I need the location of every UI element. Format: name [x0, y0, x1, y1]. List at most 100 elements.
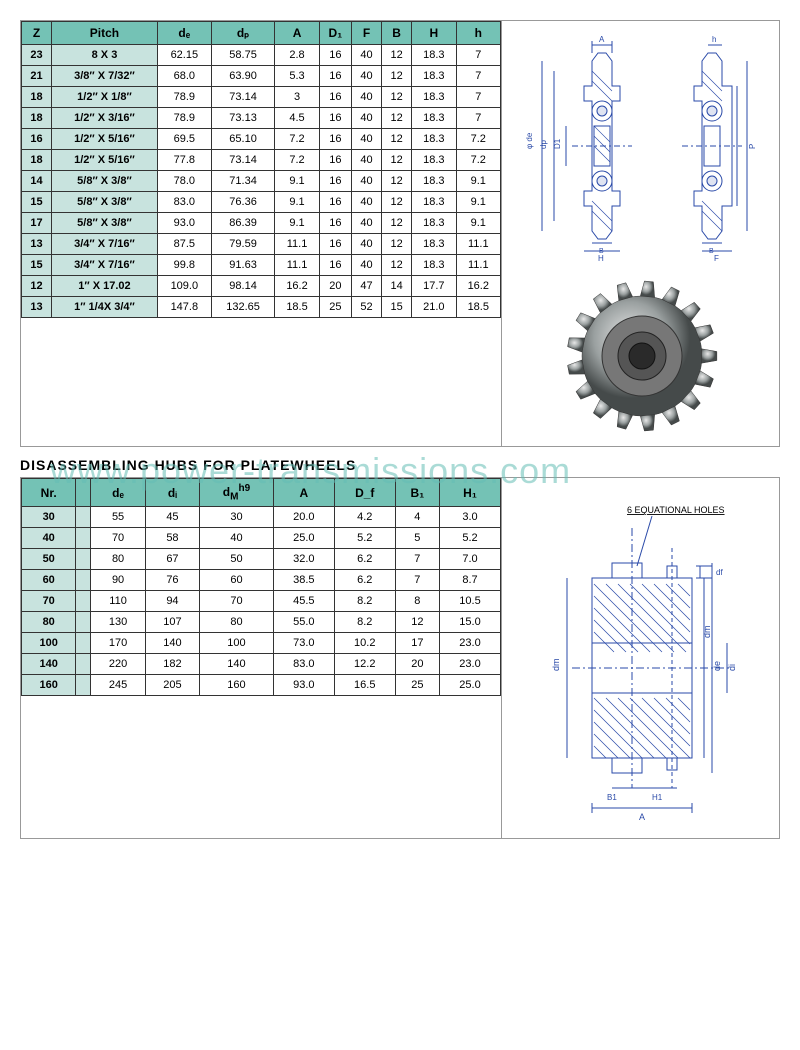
- table-row: 4070584025.05.255.2: [22, 528, 501, 549]
- cell: [76, 570, 91, 591]
- cell: 15: [382, 297, 412, 318]
- cell: 23.0: [439, 654, 500, 675]
- svg-text:H: H: [598, 254, 604, 261]
- cell: 14: [382, 276, 412, 297]
- cell: 1/2″ X 1/8″: [52, 87, 158, 108]
- col-header: dMh9: [200, 479, 274, 507]
- table-row: 801301078055.08.21215.0: [22, 612, 501, 633]
- cell: 70: [91, 528, 145, 549]
- cell: 23.0: [439, 633, 500, 654]
- cell: 4.5: [275, 108, 319, 129]
- cell: 18.3: [412, 87, 456, 108]
- col-header: Pitch: [52, 22, 158, 45]
- cell: 4.2: [334, 507, 395, 528]
- cell: 17: [395, 633, 439, 654]
- cell: 83.0: [273, 654, 334, 675]
- table2: Nr.dₑdᵢdMh9AD_fB₁H₁ 3055453020.04.243.04…: [21, 478, 501, 696]
- cell: 80: [200, 612, 274, 633]
- cell: [76, 591, 91, 612]
- cell: 78.0: [157, 171, 211, 192]
- sprocket-cross-section-diagram: A φ de dp D1 H B: [512, 31, 772, 261]
- col-header: B₁: [395, 479, 439, 507]
- cell: 9.1: [275, 171, 319, 192]
- cell: 68.0: [157, 66, 211, 87]
- cell: 83.0: [157, 192, 211, 213]
- cell: 2.8: [275, 45, 319, 66]
- cell: 94: [145, 591, 199, 612]
- cell: 9.1: [275, 213, 319, 234]
- cell: 52: [351, 297, 381, 318]
- cell: 18.3: [412, 45, 456, 66]
- cell: 7.0: [439, 549, 500, 570]
- cell: 140: [22, 654, 76, 675]
- hub-cross-section-diagram: 6 EQUATIONAL HOLES: [512, 488, 772, 828]
- table-row: 153/4″ X 7/16″99.891.6311.116401218.311.…: [22, 255, 501, 276]
- cell: 132.65: [211, 297, 275, 318]
- cell: 16.5: [334, 675, 395, 696]
- cell: 40: [351, 45, 381, 66]
- cell: 3/4″ X 7/16″: [52, 234, 158, 255]
- svg-text:B1: B1: [607, 793, 617, 802]
- cell: 12: [395, 612, 439, 633]
- cell: [76, 633, 91, 654]
- cell: 78.9: [157, 108, 211, 129]
- cell: 9.1: [456, 171, 500, 192]
- cell: 45.5: [273, 591, 334, 612]
- svg-text:φ de: φ de: [525, 132, 534, 149]
- cell: 5/8″ X 3/8″: [52, 213, 158, 234]
- cell: 7.2: [456, 129, 500, 150]
- table-row: 181/2″ X 3/16″78.973.134.516401218.37: [22, 108, 501, 129]
- cell: 80: [91, 549, 145, 570]
- cell: 3: [275, 87, 319, 108]
- table-row: 155/8″ X 3/8″83.076.369.116401218.39.1: [22, 192, 501, 213]
- cell: [76, 612, 91, 633]
- svg-text:dm: dm: [551, 658, 561, 671]
- table-row: 14022018214083.012.22023.0: [22, 654, 501, 675]
- cell: 12: [382, 255, 412, 276]
- cell: 1/2″ X 5/16″: [52, 129, 158, 150]
- svg-text:P: P: [748, 144, 757, 149]
- col-header: A: [275, 22, 319, 45]
- cell: 55.0: [273, 612, 334, 633]
- cell: 25: [395, 675, 439, 696]
- cell: 93.0: [157, 213, 211, 234]
- cell: 73.14: [211, 87, 275, 108]
- cell: 40: [351, 255, 381, 276]
- cell: 23: [22, 45, 52, 66]
- cell: 12: [382, 87, 412, 108]
- cell: 18.5: [456, 297, 500, 318]
- cell: 18: [22, 150, 52, 171]
- col-header: H₁: [439, 479, 500, 507]
- table-row: 70110947045.58.2810.5: [22, 591, 501, 612]
- cell: 3/8″ X 7/32″: [52, 66, 158, 87]
- cell: 205: [145, 675, 199, 696]
- cell: 40: [351, 129, 381, 150]
- cell: 220: [91, 654, 145, 675]
- cell: [76, 528, 91, 549]
- cell: 130: [91, 612, 145, 633]
- cell: 40: [351, 171, 381, 192]
- cell: 93.0: [273, 675, 334, 696]
- cell: 245: [91, 675, 145, 696]
- section-title-hubs: DISASSEMBLING HUBS FOR PLATEWHEELS: [20, 457, 780, 473]
- cell: 62.15: [157, 45, 211, 66]
- table2-area: Nr.dₑdᵢdMh9AD_fB₁H₁ 3055453020.04.243.04…: [21, 478, 501, 838]
- cell: 160: [22, 675, 76, 696]
- cell: 8 X 3: [52, 45, 158, 66]
- cell: 7: [456, 45, 500, 66]
- table-row: 10017014010073.010.21723.0: [22, 633, 501, 654]
- cell: 9.1: [456, 213, 500, 234]
- cell: 58.75: [211, 45, 275, 66]
- cell: 110: [91, 591, 145, 612]
- cell: 79.59: [211, 234, 275, 255]
- cell: 1/2″ X 3/16″: [52, 108, 158, 129]
- svg-text:A: A: [639, 812, 645, 822]
- col-header: Z: [22, 22, 52, 45]
- sprocket-photo: [562, 276, 722, 436]
- cell: 13: [22, 234, 52, 255]
- cell: 12: [382, 192, 412, 213]
- cell: 7: [456, 108, 500, 129]
- col-header: dᵢ: [145, 479, 199, 507]
- cell: 69.5: [157, 129, 211, 150]
- table-row: 121″ X 17.02109.098.1416.220471417.716.2: [22, 276, 501, 297]
